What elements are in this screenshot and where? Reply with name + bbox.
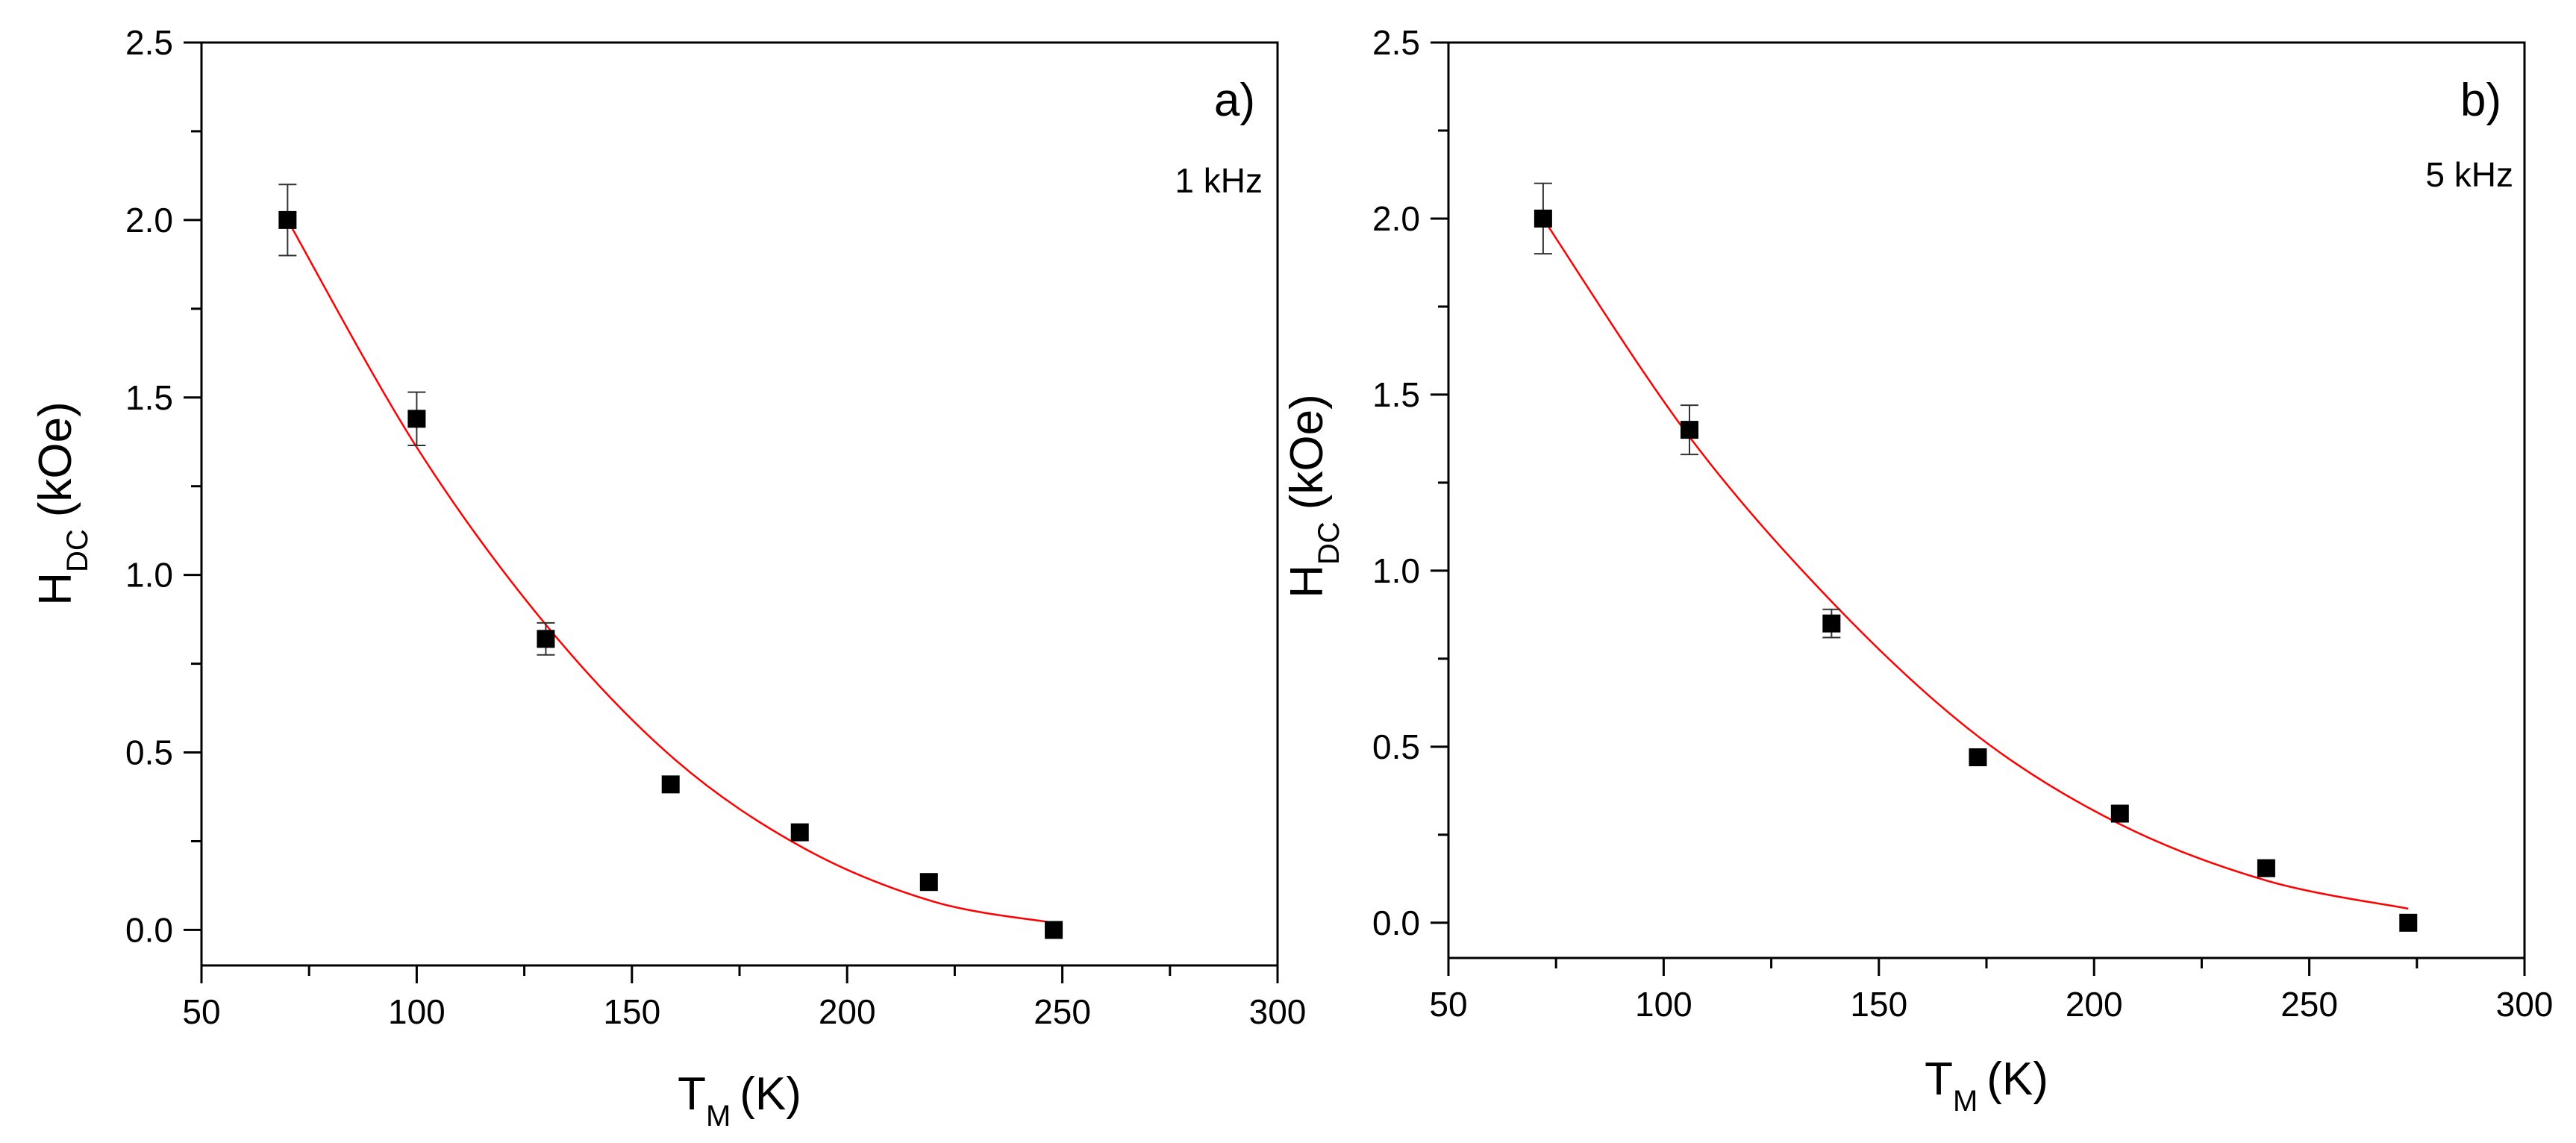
data-point [278,210,297,229]
chart-panel-a: 50 100 150 200 250 300 0.00.51.01.52.02.5 a) … [30,23,1306,1133]
y-axis-label-main: H [1281,565,1333,598]
fit-curve [1542,218,2409,910]
x-axis-label-sub: M [706,1100,731,1133]
plot-frame [1447,41,2526,959]
data-point [790,823,809,842]
data-point [2399,913,2418,932]
y-axis-label: HDC (kOe) [1281,394,1345,598]
data-point [1681,421,1699,439]
data-point [1534,209,1552,228]
data-point [1045,921,1063,939]
y-axis-label-main: H [30,572,81,606]
y-axis-label-unit: (kOe) [30,401,81,517]
frequency-label: 5 kHz [2425,155,2513,194]
x-tick-label: 100 [1635,985,1692,1024]
data-point [537,630,555,648]
y-tick-label: 0.0 [1372,904,1420,942]
x-tick-label: 300 [1249,992,1307,1031]
data-point [1969,748,1987,767]
frequency-label: 1 kHz [1175,161,1263,200]
y-tick-label: 1.0 [1372,551,1420,590]
error-bars [278,184,555,656]
y-tick-label: 1.5 [125,378,173,417]
y-tick-label: 2.0 [125,201,173,239]
data-point [1822,614,1841,633]
data-point [2257,859,2275,877]
x-axis-label: TM (K) [678,1068,801,1133]
x-axis-label: TM (K) [1925,1053,2048,1118]
y-axis-ticks: 0.0 0.5 1.0 1.5 2.0 2.5 [1372,23,1448,942]
x-axis-ticks: 50 100 150 200 250 300 [1429,958,2553,1024]
y-tick-label: 2.0 [1372,199,1420,238]
y-tick-label: 2.5 [1372,23,1420,62]
fit-line [1542,218,2409,910]
y-tick-label: 2.5 [125,23,173,62]
x-axis-label-unit: (K) [1986,1053,2048,1105]
panel-tag: a) [1214,75,1255,126]
y-axis-label-sub: DC [1313,522,1345,565]
y-axis-label-sub: DC [61,529,94,572]
y-tick-label: 0.5 [125,733,173,772]
data-points [1534,209,2418,932]
fit-curve [287,219,1054,924]
fit-line [287,219,1054,924]
panel-tag: b) [2460,75,2501,126]
error-bars [1534,182,1841,639]
x-tick-label: 50 [182,992,220,1031]
x-axis-ticks: 50 100 150 200 250 300 [182,965,1306,1031]
data-point [661,775,680,794]
x-axis-label-sub: M [1953,1085,1978,1118]
x-tick-label: 100 [388,992,446,1031]
data-point [919,873,938,892]
y-axis-ticks: 0.0 0.5 1.0 1.5 2.0 2.5 [125,23,201,949]
x-tick-label: 200 [2066,985,2123,1024]
data-point [407,410,426,428]
x-axis-label-main: T [1925,1053,1953,1105]
y-tick-label: 1.0 [125,556,173,595]
x-tick-label: 50 [1429,985,1467,1024]
y-tick-label: 0.0 [125,910,173,949]
chart-panel-b: 50 100 150 200 250 300 0.00.51.01.52.02.5 b) … [1281,23,2553,1118]
x-tick-label: 300 [2496,985,2554,1024]
x-tick-label: 200 [819,992,876,1031]
y-tick-label: 1.5 [1372,375,1420,414]
x-tick-label: 250 [1034,992,1091,1031]
x-tick-label: 150 [603,992,660,1031]
x-axis-label-unit: (K) [740,1068,801,1120]
x-tick-label: 150 [1850,985,1907,1024]
plot-frame [200,41,1279,967]
y-axis-label: HDC (kOe) [30,401,94,606]
y-tick-label: 0.5 [1372,727,1420,766]
x-axis-label-main: T [678,1068,706,1120]
y-axis-label-unit: (kOe) [1281,394,1333,510]
data-points [278,210,1063,939]
x-tick-label: 250 [2280,985,2338,1024]
data-point [2110,804,2129,823]
